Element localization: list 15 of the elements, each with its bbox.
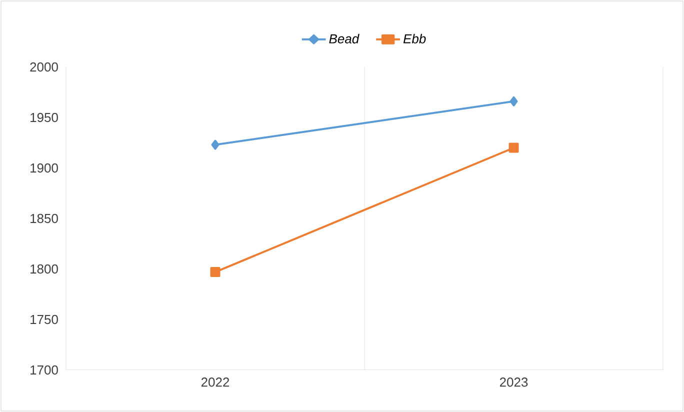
y-tick-label: 1900 (30, 163, 58, 173)
point (508, 142, 519, 153)
y-tick-label: 1700 (30, 365, 58, 375)
x-tick-label: 2023 (500, 378, 528, 387)
y-tick-label: 1850 (30, 214, 58, 224)
point (510, 96, 518, 106)
point (210, 267, 220, 278)
y-tick-label: 1950 (30, 112, 58, 122)
y-tick-label: 1800 (30, 264, 58, 274)
legend-label: Bead (329, 34, 360, 44)
point (211, 140, 220, 150)
y-tick-label: 1750 (30, 314, 58, 324)
x-tick-label: 2022 (201, 378, 230, 387)
y-tick-label: 2000 (30, 62, 58, 72)
legend-label: Ebb (403, 34, 426, 44)
